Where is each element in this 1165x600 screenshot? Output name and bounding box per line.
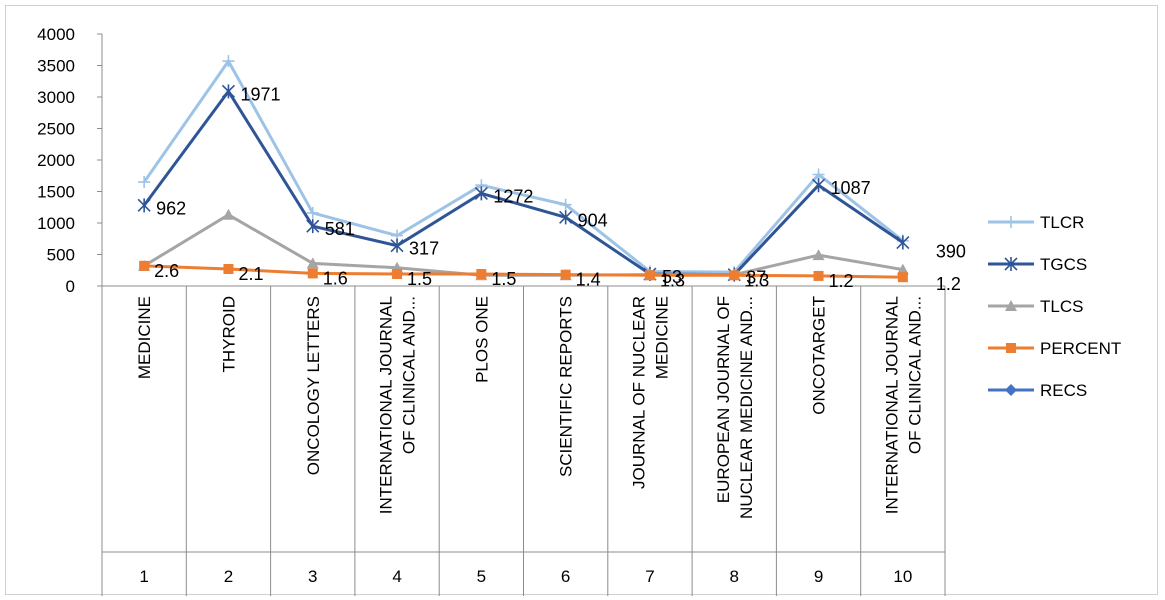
tgcs-point [390, 238, 404, 253]
legend-recs-label: RECS [1040, 381, 1087, 400]
tgcs-data-label: 37 [746, 268, 766, 288]
legend-tlcs-marker [1005, 300, 1017, 311]
tgcs-point [811, 178, 826, 193]
percent-series-line [144, 264, 903, 279]
percent-data-label: 1.2 [936, 274, 961, 294]
percent-data-label: 1.5 [491, 269, 516, 289]
y-tick-label: 2000 [37, 151, 75, 170]
tgcs-point [221, 84, 236, 99]
percent-point [729, 270, 740, 281]
category-index-label: 9 [814, 567, 823, 586]
percent-point [560, 269, 571, 280]
tgcs-data-label: 390 [936, 242, 966, 262]
category-name-label: MEDICINE [135, 296, 154, 379]
category-name-label: INTERNATIONAL JOURNAL [377, 296, 396, 514]
percent-data-label: 1.2 [829, 271, 854, 291]
category-name-label: PLOS ONE [472, 296, 491, 383]
category-name-label: MEDICINE [652, 296, 671, 379]
tlcs-point [306, 257, 319, 269]
y-tick-label: 2500 [37, 120, 75, 139]
percent-point [897, 272, 908, 283]
category-index-label: 7 [645, 567, 654, 586]
tgcs-data-label: 962 [156, 198, 186, 218]
y-tick-label: 500 [47, 246, 75, 265]
category-index-label: 4 [392, 567, 401, 586]
percent-point [392, 269, 403, 280]
category-name-label: NUCLEAR MEDICINE AND... [737, 296, 756, 519]
category-name-label: THYROID [219, 296, 238, 373]
tgcs-point [306, 219, 320, 234]
tlcr-point [306, 206, 319, 219]
y-tick-label: 3500 [37, 57, 75, 76]
category-name-label: ONCOLOGY LETTERS [304, 296, 323, 475]
percent-data-label: 2.6 [154, 261, 179, 281]
tgcs-point [896, 235, 910, 250]
category-name-label: JOURNAL OF NUCLEAR [629, 296, 648, 489]
tlcr-point [222, 55, 235, 68]
legend-tgcs-label: TGCS [1040, 255, 1087, 274]
percent-data-label: 1.5 [407, 269, 432, 289]
category-name-label: OF CLINICAL AND... [400, 296, 419, 454]
category-index-label: 10 [893, 567, 912, 586]
y-tick-label: 1500 [37, 183, 75, 202]
category-index-label: 2 [224, 567, 233, 586]
tgcs-data-label: 53 [662, 267, 682, 287]
percent-point [476, 269, 487, 280]
legend-tlcr-marker [1005, 216, 1017, 228]
category-index-label: 3 [308, 567, 317, 586]
percent-point [307, 268, 318, 279]
category-name-label: OF CLINICAL AND... [905, 296, 924, 454]
y-tick-label: 3000 [37, 88, 75, 107]
tlcr-point [559, 198, 572, 211]
legend-tgcs-marker [1004, 257, 1018, 271]
percent-point [644, 270, 655, 281]
tgcs-data-label: 1087 [831, 178, 871, 198]
tgcs-point [559, 210, 573, 225]
tlcr-point [138, 176, 151, 189]
category-index-label: 8 [730, 567, 739, 586]
tlcs-point [896, 263, 909, 275]
category-index-label: 1 [139, 567, 148, 586]
legend-percent-label: PERCENT [1040, 339, 1121, 358]
y-tick-label: 1000 [37, 214, 75, 233]
percent-point [223, 263, 234, 274]
percent-data-label: 1.4 [576, 270, 601, 290]
chart-frame [5, 5, 1158, 595]
category-index-label: 5 [477, 567, 486, 586]
percent-point [139, 260, 150, 271]
percent-data-label: 1.6 [323, 268, 348, 288]
tgcs-data-label: 581 [325, 219, 355, 239]
percent-data-label: 1.3 [744, 270, 769, 290]
y-tick-label: 4000 [37, 25, 75, 44]
tlcr-series-line [142, 59, 904, 274]
legend-tlcr-label: TLCR [1040, 213, 1084, 232]
tgcs-data-label: 317 [409, 239, 439, 259]
tgcs-data-label: 1272 [493, 186, 533, 206]
category-name-label: ONCOTARGET [810, 296, 829, 415]
category-index-label: 6 [561, 567, 570, 586]
y-tick-label: 0 [66, 277, 75, 296]
legend-recs-marker [1005, 384, 1017, 396]
legend-percent-marker [1006, 343, 1016, 353]
percent-data-label: 2.1 [238, 264, 263, 284]
tgcs-data-label: 904 [578, 210, 608, 230]
tgcs-data-label: 1971 [240, 84, 280, 104]
tlcs-point [222, 208, 235, 220]
tgcs-point [137, 198, 151, 213]
tgcs-point [474, 186, 488, 201]
percent-point [813, 270, 824, 281]
category-name-label: SCIENTIFIC REPORTS [557, 296, 576, 477]
percent-data-label: 1.3 [660, 270, 685, 290]
tlcs-point [812, 249, 825, 261]
category-name-label: EUROPEAN JOURNAL OF [714, 296, 733, 503]
tgcs-series-line [142, 89, 904, 277]
legend-tlcs-label: TLCS [1040, 297, 1083, 316]
category-name-label: INTERNATIONAL JOURNAL [882, 296, 901, 514]
